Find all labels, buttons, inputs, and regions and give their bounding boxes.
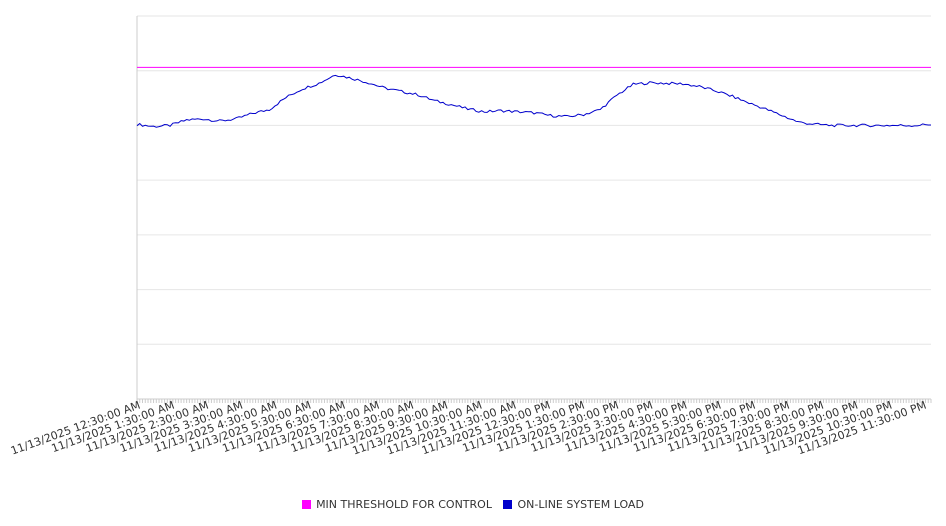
- x-axis-minor-ticks: [136, 399, 932, 403]
- legend: MIN THRESHOLD FOR CONTROL ON-LINE SYSTEM…: [0, 498, 946, 512]
- series-line-system-load: [136, 74, 932, 128]
- legend-swatch-threshold: [302, 500, 312, 509]
- legend-item-system-load[interactable]: ON-LINE SYSTEM LOAD: [503, 498, 644, 511]
- legend-label-threshold: MIN THRESHOLD FOR CONTROL: [316, 498, 492, 511]
- series-layer: [136, 66, 932, 128]
- legend-swatch-system-load: [503, 500, 513, 509]
- legend-item-threshold[interactable]: MIN THRESHOLD FOR CONTROL: [302, 498, 492, 511]
- grid-lines: [137, 15, 931, 345]
- legend-label-system-load: ON-LINE SYSTEM LOAD: [517, 498, 644, 511]
